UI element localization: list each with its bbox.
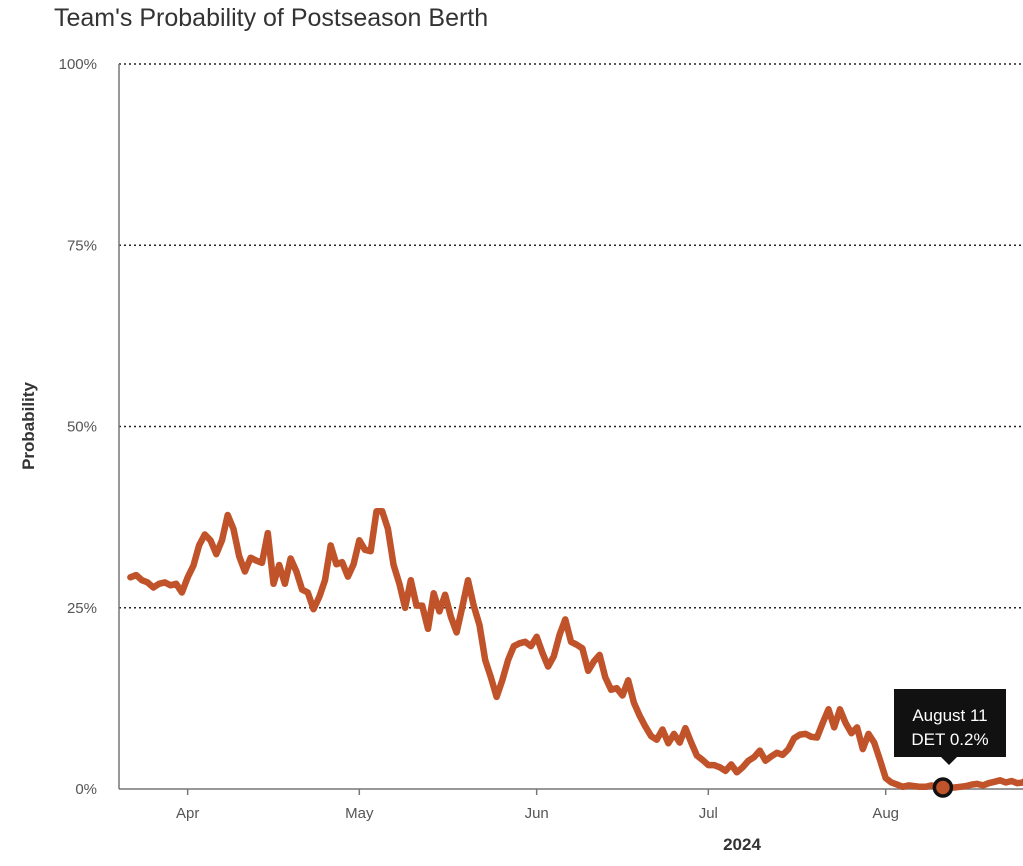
tooltip-date: August 11 [912, 706, 987, 725]
x-tick-label: Aug [872, 805, 899, 822]
tooltip: August 11 DET 0.2% [894, 689, 1006, 765]
grid-layer [119, 63, 1023, 609]
x-axis-title: 2024 [723, 835, 761, 854]
chart-title: Team's Probability of Postseason Berth [54, 4, 489, 32]
y-tick-label: 100% [59, 56, 97, 73]
x-tick-label: Jun [525, 805, 549, 822]
tooltip-pointer [941, 757, 957, 765]
y-tick-label: 50% [67, 419, 97, 436]
axis-layer [118, 64, 1023, 790]
y-tick-labels: 0% 25% 50% 75% 100% [59, 56, 97, 798]
x-tick-labels: Apr May Jun Jul Aug [176, 789, 899, 822]
y-tick-label: 25% [67, 600, 97, 617]
y-axis-title: Probability [19, 382, 38, 470]
hover-point-marker[interactable] [932, 777, 954, 798]
series-line-det[interactable] [127, 508, 1023, 791]
x-tick-label: Jul [699, 805, 718, 822]
y-tick-label: 0% [75, 781, 97, 798]
tooltip-value: DET 0.2% [911, 730, 988, 749]
tooltip-box [894, 689, 1006, 757]
x-tick-label: Apr [176, 805, 199, 822]
y-tick-label: 75% [67, 237, 97, 254]
x-tick-label: May [345, 805, 374, 822]
